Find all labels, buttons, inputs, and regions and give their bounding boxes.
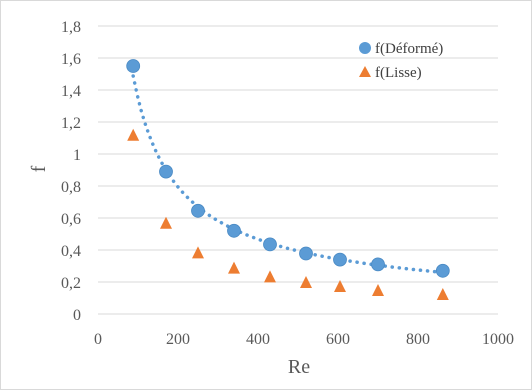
point-deforme — [333, 252, 347, 267]
x-axis-title: Re — [288, 356, 310, 378]
trendline-layer — [131, 74, 445, 275]
legend-marker-lisse — [359, 66, 371, 77]
x-tick-label: 0 — [94, 331, 102, 348]
point-deforme — [371, 257, 385, 272]
y-tick-label: 0 — [73, 307, 81, 324]
x-tick-label: 600 — [326, 331, 350, 348]
legend-label-lisse: f(Lisse) — [375, 65, 422, 81]
x-tick-label: 800 — [406, 331, 430, 348]
point-deforme — [435, 263, 450, 278]
point-lisse — [192, 246, 204, 259]
y-axis-title: f — [28, 165, 50, 172]
point-lisse — [228, 261, 240, 274]
y-tick-label: 0,4 — [61, 243, 81, 260]
y-tick-label: 0,6 — [61, 211, 81, 228]
y-tick-label: 0,8 — [61, 179, 81, 196]
point-deforme — [227, 223, 241, 238]
x-tick-label: 200 — [166, 331, 190, 348]
point-deforme — [159, 164, 173, 179]
y-tick-label: 1,6 — [61, 51, 81, 68]
point-lisse — [300, 276, 312, 288]
y-tick-label: 1,8 — [61, 19, 81, 36]
point-lisse — [264, 270, 276, 283]
x-tick-label: 400 — [246, 331, 270, 348]
data-marks — [126, 59, 450, 300]
x-tick-label: 1000 — [482, 331, 514, 348]
point-deforme — [191, 203, 205, 218]
legend: f(Déformé) f(Lisse) — [359, 41, 443, 81]
point-lisse — [372, 284, 384, 296]
y-tick-label: 1,4 — [61, 83, 81, 100]
legend-label-deforme: f(Déformé) — [375, 41, 443, 57]
point-lisse — [127, 128, 140, 141]
y-tick-label: 1,2 — [61, 115, 81, 132]
y-tick-label: 1 — [73, 147, 81, 164]
point-lisse — [334, 280, 346, 292]
trendline-deforme — [131, 74, 445, 275]
gridlines — [98, 25, 498, 283]
point-deforme — [263, 237, 277, 252]
point-lisse — [436, 288, 449, 300]
point-deforme — [299, 246, 313, 261]
axes: 0 0,2 0,4 0,6 0,8 1 1,2 1,4 1,6 1,8 0 200 400 600 800 1… — [61, 19, 514, 348]
point-lisse — [160, 216, 172, 229]
y-tick-label: 0,2 — [61, 275, 81, 292]
point-deforme — [126, 59, 141, 73]
legend-marker-deforme — [359, 42, 371, 54]
